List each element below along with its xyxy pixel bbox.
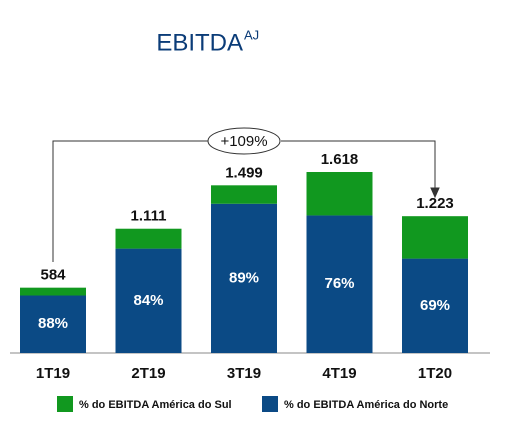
annotation: +109% (220, 133, 267, 150)
bar-segment (211, 185, 277, 204)
segment-label: 84% (133, 292, 163, 309)
bar-segment (211, 203, 277, 353)
x-tick-label: 1T19 (36, 365, 70, 382)
chart-title: EBITDA (156, 29, 243, 56)
annotation-oval (207, 127, 281, 155)
total-label: 1.223 (416, 195, 454, 212)
segment-label: 89% (229, 269, 259, 286)
bar-segment (402, 258, 468, 353)
bar-segment (115, 228, 182, 249)
growth-bracket (52, 127, 440, 262)
legend-swatch (57, 396, 73, 412)
bar-segment (306, 215, 373, 353)
arrow-head (430, 187, 440, 199)
segment-label: 76% (324, 275, 354, 292)
total-label: 1.618 (321, 151, 359, 168)
legend-label: % do EBITDA América do Sul (79, 399, 232, 411)
x-tick-label: 4T19 (322, 365, 356, 382)
chart-title-superscript: AJ (244, 27, 259, 42)
total-label: 584 (40, 267, 66, 284)
total-label: 1.499 (225, 164, 263, 181)
total-label: 1.111 (131, 208, 167, 225)
bar-segment (306, 172, 373, 216)
bar-segment (20, 287, 86, 296)
bar-segment (20, 295, 86, 353)
bracket-line (52, 140, 436, 262)
legend-swatch (262, 396, 278, 412)
segment-label: 69% (420, 297, 450, 314)
segment-label: 88% (38, 315, 68, 332)
bar-segment (115, 248, 182, 353)
x-tick-label: 3T19 (227, 365, 261, 382)
x-tick-label: 2T19 (131, 365, 165, 382)
bar-segment (402, 216, 468, 259)
x-tick-label: 1T20 (418, 365, 452, 382)
legend-label: % do EBITDA América do Norte (284, 399, 448, 411)
